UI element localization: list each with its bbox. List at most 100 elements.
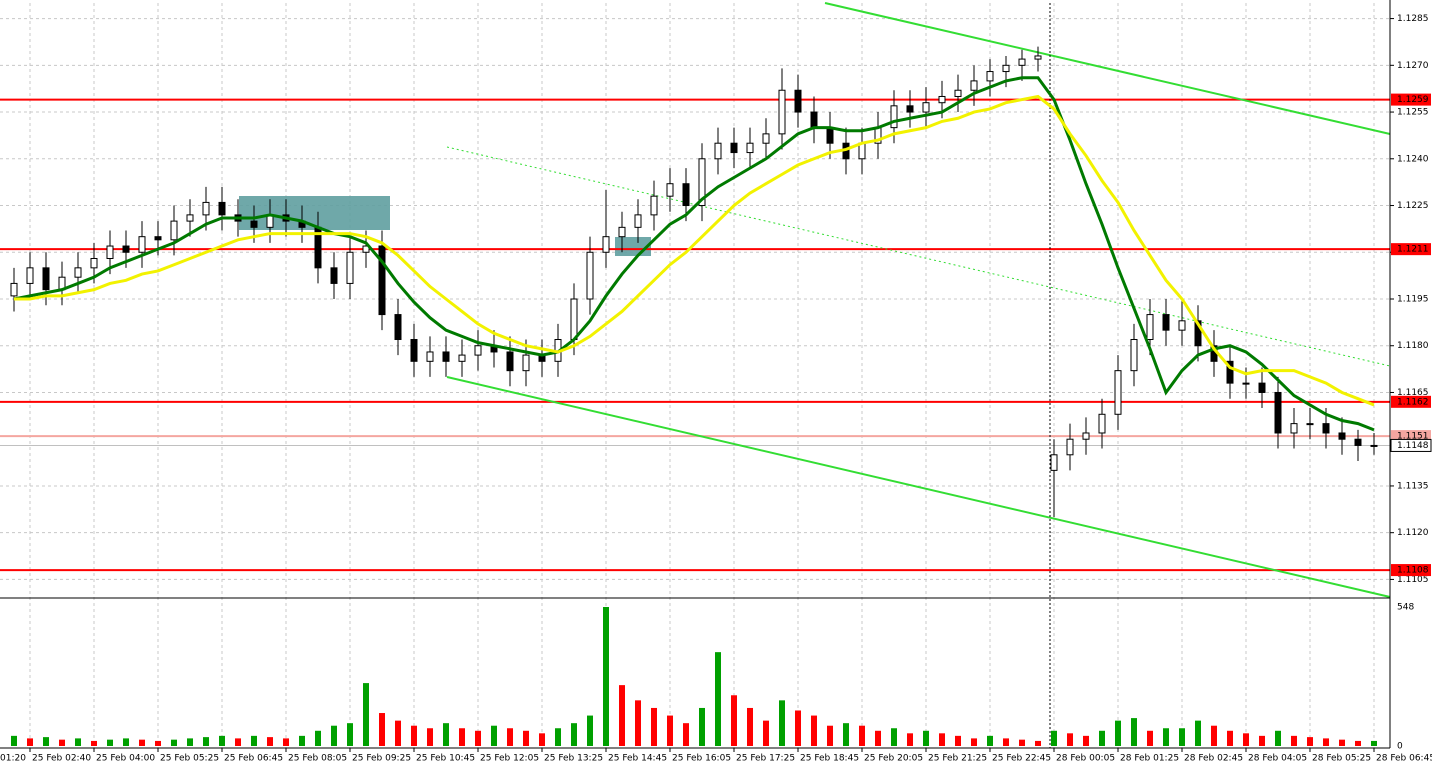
x-tick-label: 01:20 bbox=[0, 754, 26, 764]
x-tick-label: 28 Feb 05:25 bbox=[1312, 754, 1371, 764]
volume-bar bbox=[251, 735, 257, 746]
x-tick-label: 25 Feb 08:05 bbox=[288, 754, 347, 764]
x-tick-label: 28 Feb 02:45 bbox=[1184, 754, 1243, 764]
x-tick-label: 25 Feb 06:45 bbox=[224, 754, 283, 764]
candle-body bbox=[458, 354, 466, 362]
candle-body bbox=[570, 298, 578, 341]
volume-bar bbox=[123, 738, 129, 746]
volume-bar bbox=[763, 720, 769, 746]
volume-bar bbox=[1115, 720, 1121, 746]
price-level-label: 1.1211 bbox=[1397, 245, 1429, 255]
candle-body bbox=[74, 267, 82, 278]
volume-bar bbox=[1307, 737, 1313, 746]
candle-body bbox=[1178, 320, 1186, 331]
volume-bar bbox=[299, 735, 305, 746]
volume-bar bbox=[875, 730, 881, 746]
candle-body bbox=[778, 89, 786, 135]
x-tick-label: 28 Feb 04:05 bbox=[1248, 754, 1307, 764]
candle-body bbox=[746, 142, 754, 154]
candle-body bbox=[1114, 370, 1122, 415]
candle-body bbox=[410, 339, 418, 362]
volume-bar bbox=[267, 737, 273, 746]
y-tick-label: 1.1120 bbox=[1397, 528, 1429, 538]
candle-body bbox=[794, 89, 802, 113]
volume-bar bbox=[1195, 720, 1201, 746]
volume-bar bbox=[1275, 730, 1281, 746]
candle-body bbox=[650, 195, 658, 216]
candle-body bbox=[442, 351, 450, 362]
candle-body bbox=[26, 267, 34, 284]
candle-body bbox=[970, 80, 978, 91]
candle-body bbox=[954, 89, 962, 97]
x-tick-label: 25 Feb 05:25 bbox=[160, 754, 219, 764]
volume-bar bbox=[1163, 728, 1169, 746]
volume-bar bbox=[587, 715, 593, 746]
candle-body bbox=[586, 251, 594, 300]
volume-bar bbox=[1291, 735, 1297, 746]
x-tick-label: 25 Feb 21:25 bbox=[928, 754, 987, 764]
volume-bar bbox=[555, 728, 561, 746]
volume-bar bbox=[395, 720, 401, 746]
volume-bar bbox=[75, 738, 81, 746]
volume-bar bbox=[1131, 718, 1137, 746]
candle-body bbox=[1274, 391, 1282, 434]
signal-box bbox=[239, 196, 390, 230]
volume-bar bbox=[331, 725, 337, 746]
y-tick-label: 1.1195 bbox=[1397, 295, 1429, 305]
candle-body bbox=[714, 142, 722, 160]
candle-body bbox=[106, 245, 114, 259]
candle-body bbox=[986, 71, 994, 82]
volume-bar bbox=[683, 723, 689, 746]
volume-bar bbox=[923, 730, 929, 746]
candle-body bbox=[1194, 320, 1202, 347]
volume-bar bbox=[1035, 740, 1041, 746]
candle-body bbox=[1066, 438, 1074, 456]
volume-bar bbox=[11, 735, 17, 746]
volume-bar bbox=[1211, 725, 1217, 746]
x-tick-label: 25 Feb 13:25 bbox=[544, 754, 603, 764]
x-tick-label: 25 Feb 09:25 bbox=[352, 754, 411, 764]
candle-body bbox=[10, 282, 18, 297]
volume-bar bbox=[219, 735, 225, 746]
channel-mid bbox=[446, 146, 1391, 367]
candle-body bbox=[1370, 444, 1378, 447]
volume-bar bbox=[27, 738, 33, 746]
price-level-label: 1.1148 bbox=[1397, 441, 1429, 451]
candle-body bbox=[154, 236, 162, 241]
candle-body bbox=[1130, 339, 1138, 372]
x-tick-label: 25 Feb 04:00 bbox=[96, 754, 155, 764]
candle-body bbox=[1338, 432, 1346, 440]
candle-body bbox=[1146, 314, 1154, 341]
candle-body bbox=[122, 245, 130, 253]
volume-bar bbox=[539, 733, 545, 746]
candle-body bbox=[698, 158, 706, 207]
volume-bar bbox=[987, 735, 993, 746]
volume-bar bbox=[283, 738, 289, 746]
candle-body bbox=[1226, 360, 1234, 384]
candle-body bbox=[826, 127, 834, 144]
x-tick-label: 25 Feb 22:45 bbox=[992, 754, 1051, 764]
volume-bar bbox=[827, 725, 833, 746]
x-tick-label: 25 Feb 18:45 bbox=[800, 754, 859, 764]
y-tick-label: 1.1105 bbox=[1397, 575, 1429, 585]
candle-body bbox=[682, 183, 690, 207]
candle-body bbox=[506, 351, 514, 372]
candle-body bbox=[250, 220, 258, 228]
channel-upper bbox=[824, 2, 1391, 135]
volume-bar bbox=[1099, 730, 1105, 746]
price-level-label: 1.1162 bbox=[1397, 397, 1429, 407]
y-tick-label: 548 bbox=[1397, 603, 1414, 613]
candle-body bbox=[762, 133, 770, 144]
price-level-tag bbox=[1391, 93, 1431, 106]
x-tick-label: 25 Feb 12:05 bbox=[480, 754, 539, 764]
x-tick-label: 28 Feb 01:25 bbox=[1120, 754, 1179, 764]
volume-bar bbox=[1179, 728, 1185, 746]
candle-body bbox=[1258, 382, 1266, 393]
moving-average bbox=[14, 94, 1375, 407]
volume-bar bbox=[523, 730, 529, 746]
candle-body bbox=[394, 314, 402, 341]
y-tick-label: 0 bbox=[1397, 742, 1403, 752]
volume-bar bbox=[571, 723, 577, 746]
volume-bar bbox=[699, 707, 705, 746]
